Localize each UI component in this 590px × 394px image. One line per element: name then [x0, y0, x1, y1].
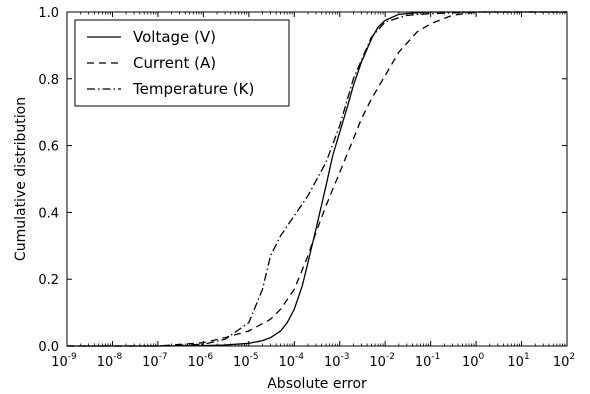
y-axis-label: Cumulative distribution — [13, 97, 29, 261]
x-tick-label: 100 — [462, 352, 485, 370]
x-tick-label: 10-4 — [279, 352, 305, 370]
y-tick-label: 0.0 — [38, 340, 59, 355]
y-tick-label: 0.2 — [38, 273, 59, 288]
plot-frame — [66, 11, 568, 347]
x-tick-label: 10-3 — [324, 352, 350, 370]
x-tick-label: 10-8 — [97, 352, 123, 370]
x-tick-label: 10-6 — [188, 352, 214, 370]
y-tick-label: 1.0 — [38, 6, 59, 21]
x-tick-label: 10-1 — [415, 352, 441, 370]
legend-label-2: Temperature (K) — [132, 80, 254, 98]
y-tick-label: 0.6 — [38, 140, 59, 155]
x-axis-label: Absolute error — [267, 376, 367, 392]
y-tick-label: 0.8 — [38, 73, 59, 88]
y-tick-label: 0.4 — [38, 206, 59, 221]
series-line-2 — [67, 11, 567, 347]
x-tick-label: 10-5 — [233, 352, 259, 370]
x-tick-label: 101 — [507, 352, 529, 370]
series-line-0 — [67, 11, 567, 347]
x-tick-label: 102 — [553, 352, 575, 370]
x-tick-label: 10-7 — [142, 352, 168, 370]
x-tick-label: 10-2 — [369, 352, 395, 370]
series-line-1 — [67, 11, 567, 347]
series-layer — [67, 11, 567, 347]
legend: Voltage (V) Current (A) Temperature (K) — [74, 19, 290, 107]
legend-box — [74, 19, 290, 107]
legend-label-0: Voltage (V) — [133, 28, 216, 46]
legend-label-1: Current (A) — [133, 54, 216, 72]
